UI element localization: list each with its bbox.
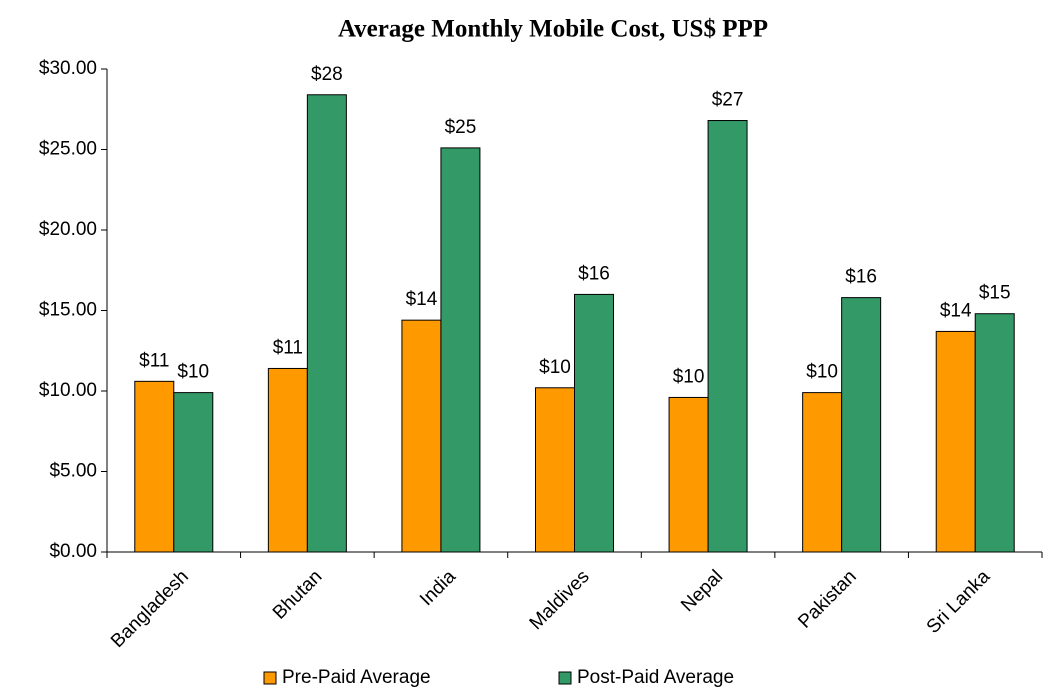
value-label: $10 xyxy=(539,357,571,378)
bar xyxy=(707,120,748,553)
bar xyxy=(935,330,976,553)
value-label: $11 xyxy=(273,337,303,358)
bar xyxy=(134,380,175,553)
value-label: $10 xyxy=(806,362,838,383)
y-tick-label: $15.00 xyxy=(39,300,97,321)
value-label: $10 xyxy=(177,362,209,383)
legend-swatch xyxy=(558,671,572,685)
bar xyxy=(267,367,308,553)
bar xyxy=(841,297,882,553)
x-tick-label: Nepal xyxy=(677,566,727,616)
x-tick-label: Maldives xyxy=(526,566,594,634)
legend-label: Post-Paid Average xyxy=(577,667,734,688)
bar xyxy=(306,94,347,553)
value-label: $15 xyxy=(979,283,1011,304)
bar xyxy=(668,396,709,553)
y-tick-label: $5.00 xyxy=(49,461,97,482)
legend-swatch xyxy=(263,671,277,685)
x-tick-label: Sri Lanka xyxy=(923,566,995,638)
value-label: $28 xyxy=(311,64,343,85)
value-label: $27 xyxy=(712,90,744,111)
y-tick-label: $30.00 xyxy=(39,58,97,79)
chart-title: Average Monthly Mobile Cost, US$ PPP xyxy=(338,16,768,43)
y-tick-label: $0.00 xyxy=(49,541,97,562)
value-label: $14 xyxy=(940,300,972,321)
bar xyxy=(173,392,214,553)
bar xyxy=(802,392,843,553)
x-tick-label: Bhutan xyxy=(269,566,326,623)
value-label: $11 xyxy=(139,350,169,371)
bar xyxy=(974,313,1015,553)
y-tick-label: $20.00 xyxy=(39,219,97,240)
bar xyxy=(535,387,575,553)
value-label: $10 xyxy=(673,366,705,387)
bar xyxy=(401,319,442,553)
value-label: $16 xyxy=(578,263,610,284)
value-label: $16 xyxy=(845,267,877,288)
x-tick-label: Pakistan xyxy=(794,566,860,632)
x-tick-label: Bangladesh xyxy=(107,566,193,652)
bar xyxy=(440,147,481,553)
x-tick-label: India xyxy=(416,566,460,610)
value-label: $25 xyxy=(445,117,477,138)
value-label: $14 xyxy=(406,289,438,310)
bar xyxy=(574,293,614,553)
legend-label: Pre-Paid Average xyxy=(282,667,431,688)
y-tick-label: $10.00 xyxy=(39,380,97,401)
y-tick-label: $25.00 xyxy=(39,139,97,160)
